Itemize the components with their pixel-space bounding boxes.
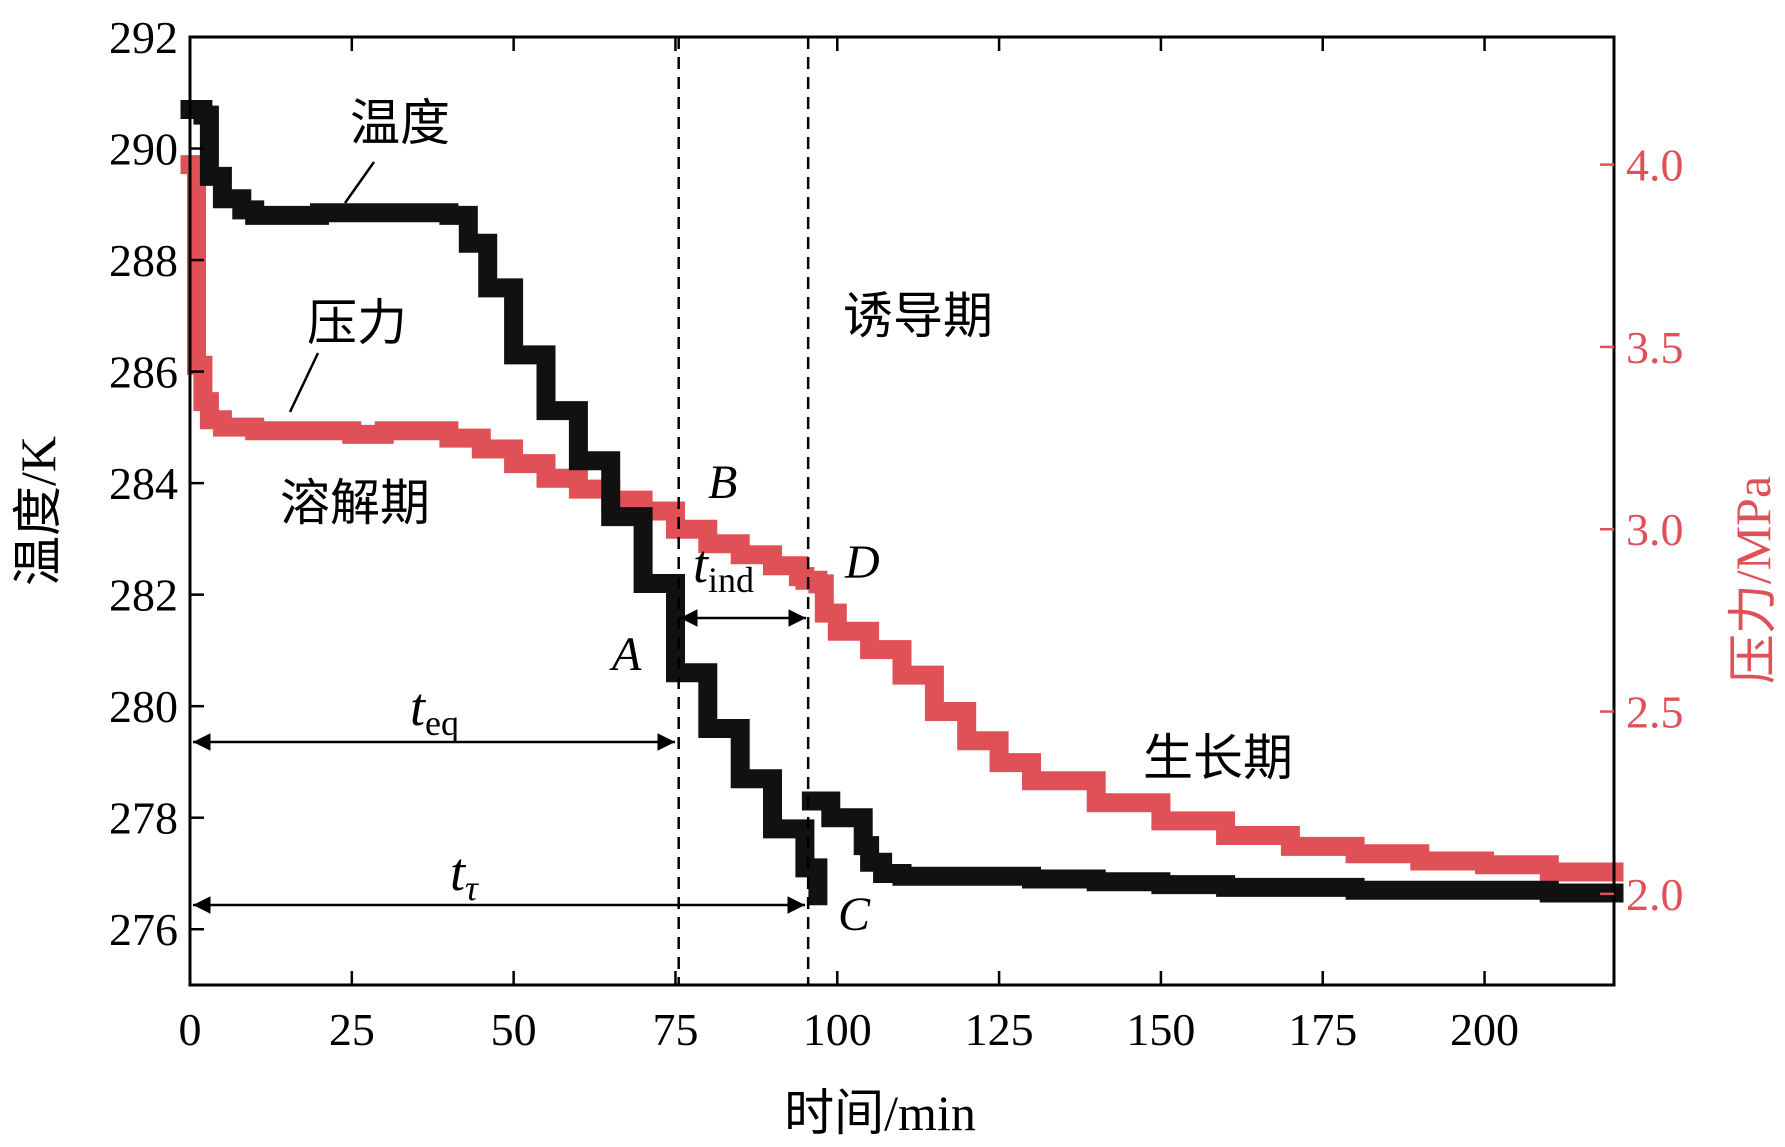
pressure-curve-segment-1 — [180, 155, 1624, 882]
temp-label-leader — [343, 161, 376, 204]
point-c-label: C — [838, 888, 871, 941]
t-tau-label: tτ — [450, 842, 479, 908]
x-tick-label: 0 — [179, 1004, 202, 1055]
dissolution-phase-label: 溶解期 — [280, 475, 430, 531]
point-d-label: D — [844, 536, 880, 589]
temp-curve-label: 温度 — [350, 95, 450, 151]
growth-phase-label: 生长期 — [1143, 730, 1293, 786]
x-tick-label: 75 — [652, 1004, 698, 1055]
temperature-curve-segment-2 — [801, 791, 1624, 903]
y-right-tick-label: 2.0 — [1626, 869, 1684, 920]
phase-divider-lines — [677, 37, 810, 985]
temperature-curve-segment-1 — [180, 100, 828, 906]
y-axis-right-title: 压力/MPa — [1725, 476, 1781, 684]
x-axis-title: 时间/min — [784, 1085, 976, 1141]
y-left-tick-label: 278 — [109, 793, 178, 844]
x-tick-label: 25 — [329, 1004, 375, 1055]
y-right-tick-label: 3.5 — [1626, 322, 1684, 373]
y-left-tick-label: 282 — [109, 570, 178, 621]
x-tick-label: 175 — [1288, 1004, 1357, 1055]
x-tick-label: 125 — [965, 1004, 1034, 1055]
x-tick-label: 50 — [491, 1004, 537, 1055]
pressure-curve-label: 压力 — [307, 295, 407, 351]
point-b-label: B — [708, 456, 737, 509]
y-right-tick-label: 3.0 — [1626, 504, 1684, 555]
y-axis-left-title: 温度/K — [10, 436, 66, 586]
plot-curves — [180, 100, 1624, 906]
plot-frame — [188, 35, 1616, 987]
t-ind-label: tind — [693, 534, 754, 600]
y-left-tick-label: 288 — [109, 235, 178, 286]
y-right-tick-label: 4.0 — [1626, 140, 1684, 191]
y-left-tick-label: 280 — [109, 681, 178, 732]
x-tick-label: 200 — [1450, 1004, 1519, 1055]
y-left-tick-label: 286 — [109, 347, 178, 398]
y-left-tick-label: 290 — [109, 124, 178, 175]
y-left-tick-label: 284 — [109, 458, 178, 509]
point-a-label: A — [609, 628, 642, 681]
x-tick-label: 150 — [1126, 1004, 1195, 1055]
y-left-tick-label: 276 — [109, 904, 178, 955]
t-eq-label: teq — [410, 677, 459, 743]
induction-phase-label: 诱导期 — [843, 288, 993, 344]
axis-ticks: 0 25 50 75 100 125 150 175 200 276 278 280 282 284 286… — [109, 12, 1684, 1055]
x-tick-label: 100 — [803, 1004, 872, 1055]
pressure-label-leader — [288, 352, 320, 413]
y-right-tick-label: 2.5 — [1626, 687, 1684, 738]
y-left-tick-label: 292 — [109, 12, 178, 63]
